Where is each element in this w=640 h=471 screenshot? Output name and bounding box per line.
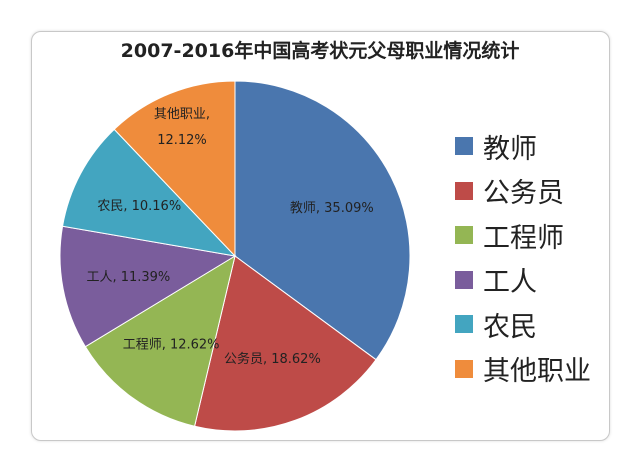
legend-swatch xyxy=(455,181,473,200)
data-label-5: 其他职业, 12.12% xyxy=(153,107,211,148)
legend-label: 教师 xyxy=(483,133,537,165)
data-label-2: 工程师, 12.62% xyxy=(123,338,220,353)
legend-swatch xyxy=(455,270,473,289)
legend: 教师公务员工程师工人农民其他职业 xyxy=(455,124,591,391)
pie-slice-3 xyxy=(59,225,237,348)
legend-item-3: 工人 xyxy=(455,258,591,303)
legend-label: 公务员 xyxy=(483,178,564,210)
data-label-1: 公务员, 18.62% xyxy=(224,351,321,367)
data-label-4: 农民, 10.16% xyxy=(97,199,181,214)
legend-label: 其他职业 xyxy=(483,356,591,388)
chart-title: 2007-2016年中国高考状元父母职业情况统计 xyxy=(120,40,520,62)
legend-label: 农民 xyxy=(483,311,537,343)
legend-item-0: 教师 xyxy=(455,124,591,169)
legend-label: 工程师 xyxy=(483,222,564,254)
legend-item-1: 公务员 xyxy=(455,169,591,214)
legend-swatch xyxy=(455,359,473,378)
legend-swatch xyxy=(455,315,473,334)
legend-item-4: 农民 xyxy=(455,302,591,347)
legend-swatch xyxy=(455,226,473,245)
pie-slice-0 xyxy=(234,80,411,361)
legend-item-5: 其他职业 xyxy=(455,347,591,392)
data-label-3: 工人, 11.39% xyxy=(86,270,170,285)
pie-slice-2 xyxy=(84,254,236,427)
legend-item-2: 工程师 xyxy=(455,213,591,258)
pie-slice-1 xyxy=(193,255,377,432)
legend-label: 工人 xyxy=(483,267,537,299)
pie-slice-4 xyxy=(61,128,237,257)
legend-swatch xyxy=(455,137,473,156)
data-label-0: 教师, 35.09% xyxy=(290,200,374,216)
pie-slice-5 xyxy=(113,80,236,258)
